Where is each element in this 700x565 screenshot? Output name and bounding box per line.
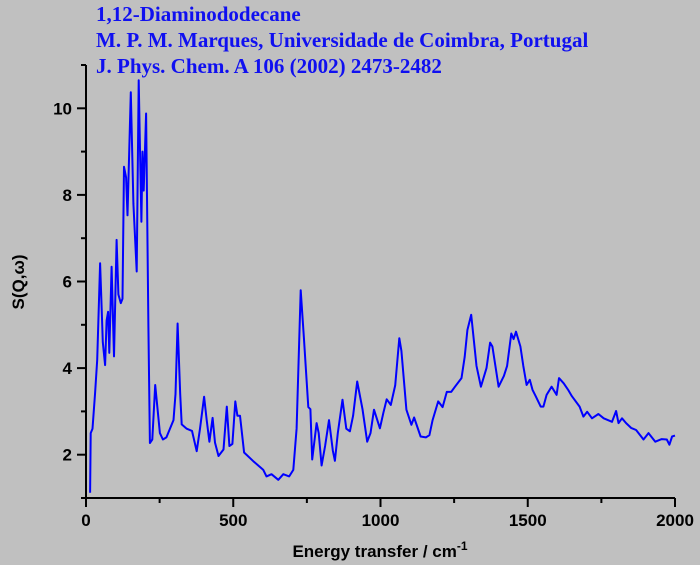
chart-title-author: M. P. M. Marques, Universidade de Coimbr…: [96, 28, 589, 52]
x-tick-label: 2000: [656, 511, 694, 530]
chart-title-reference: J. Phys. Chem. A 106 (2002) 2473-2482: [96, 54, 442, 78]
y-axis-label: S(Q,ω): [9, 255, 28, 310]
chart-title-compound: 1,12-Diaminododecane: [96, 2, 301, 26]
spectrum-line: [89, 79, 676, 493]
y-tick-label: 2: [63, 446, 72, 465]
y-tick-label: 4: [63, 359, 73, 378]
y-tick-label: 6: [63, 273, 72, 292]
x-tick-label: 0: [81, 511, 90, 530]
x-axis-label: Energy transfer / cm-1: [292, 539, 467, 561]
y-tick-label: 10: [53, 99, 72, 118]
y-tick-label: 8: [63, 186, 72, 205]
x-tick-label: 1500: [509, 511, 547, 530]
x-tick-label: 1000: [362, 511, 400, 530]
x-tick-label: 500: [219, 511, 247, 530]
